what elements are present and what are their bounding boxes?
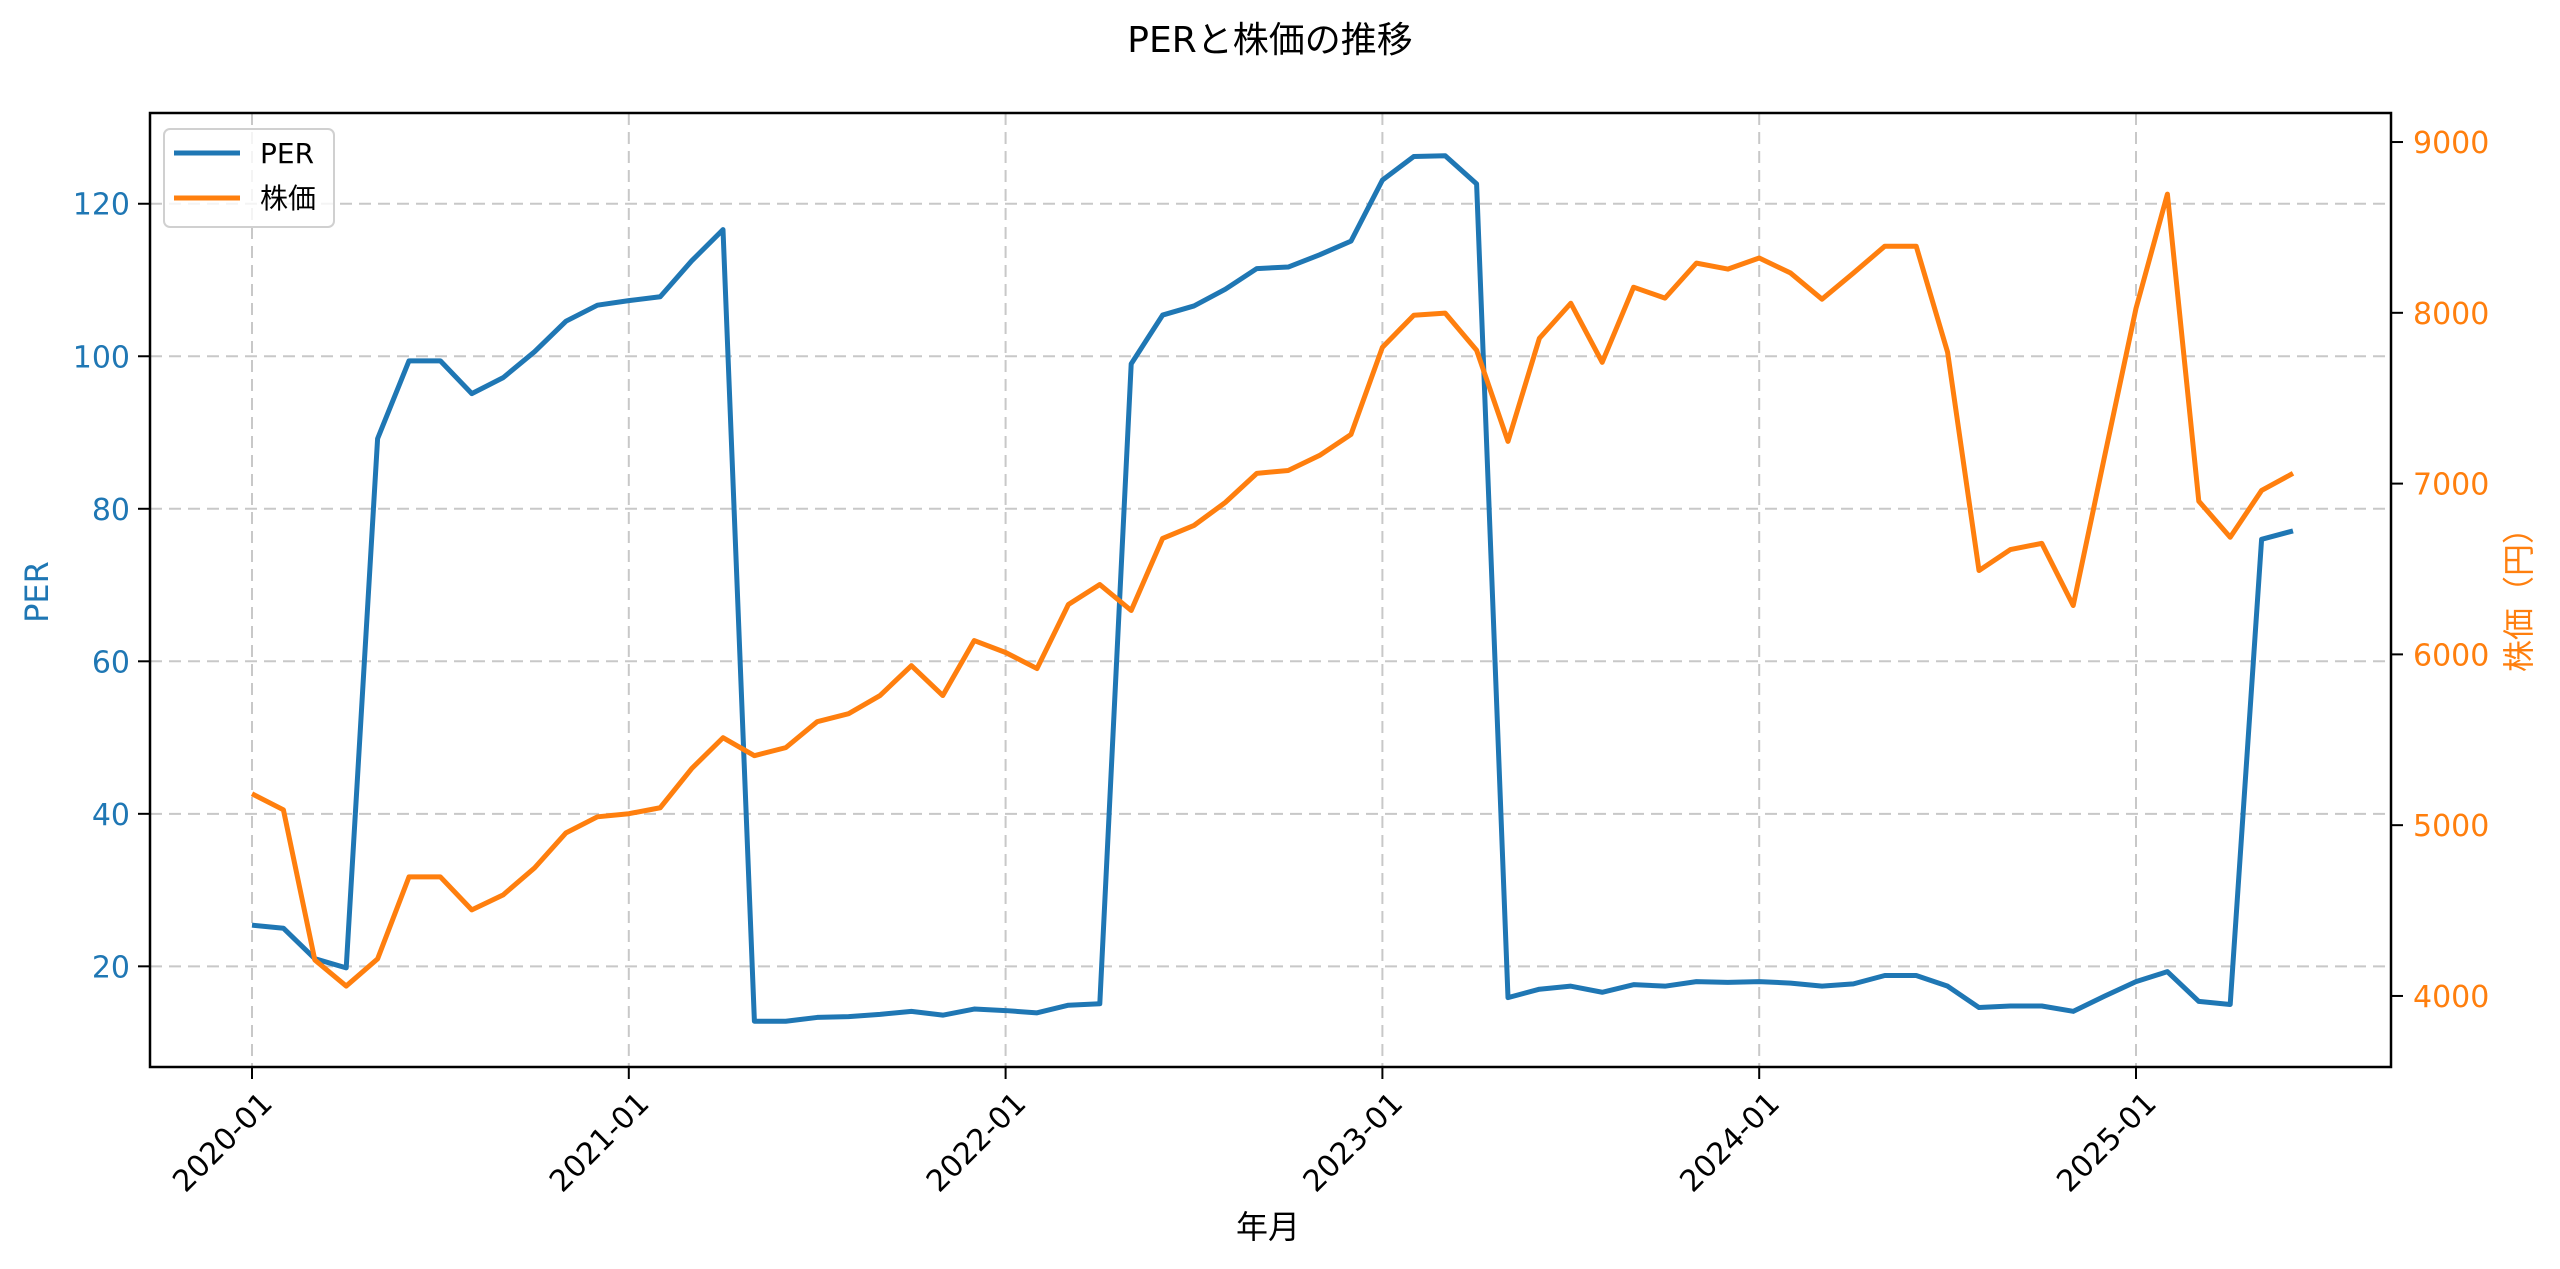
left-tick-label: 100 — [73, 340, 130, 375]
x-tick-label: 2024-01 — [1673, 1086, 1786, 1199]
legend: PER 株価 — [163, 128, 335, 228]
left-axis-ticks: 20 40 60 80 100 120 — [73, 188, 150, 985]
left-tick-label: 40 — [92, 798, 130, 833]
x-tick-label: 2021-01 — [543, 1086, 656, 1199]
left-tick-label: 80 — [92, 493, 130, 528]
per-series-line — [251, 153, 2294, 1024]
left-tick-label: 20 — [92, 950, 130, 985]
legend-per-label: PER — [260, 137, 314, 170]
chart-title: PERと株価の推移 — [1127, 20, 1412, 61]
left-tick-label: 60 — [92, 645, 130, 680]
x-axis-label: 年月 — [1236, 1208, 1300, 1246]
left-y-axis-label: PER — [18, 561, 56, 623]
plot-frame — [148, 111, 2393, 1069]
right-tick-label: 4000 — [2413, 980, 2489, 1015]
x-axis-ticks: 2020-01 2021-01 2022-01 2023-01 2024-01 2025-… — [166, 1067, 2164, 1199]
right-tick-label: 7000 — [2413, 468, 2489, 503]
legend-price-label: 株価 — [260, 182, 316, 215]
price-series-line — [250, 191, 2295, 989]
x-tick-label: 2022-01 — [920, 1086, 1033, 1199]
right-tick-label: 8000 — [2413, 297, 2489, 332]
right-tick-label: 9000 — [2413, 126, 2489, 161]
right-tick-label: 6000 — [2413, 638, 2489, 673]
x-tick-label: 2023-01 — [1297, 1086, 1410, 1199]
x-tick-label: 2025-01 — [2050, 1086, 2163, 1199]
gridlines — [150, 113, 2391, 1067]
left-tick-label: 120 — [73, 188, 130, 223]
right-y-axis-label: 株価（円） — [2500, 512, 2538, 672]
right-axis-ticks: 4000 5000 6000 7000 8000 9000 — [2391, 126, 2489, 1015]
right-tick-label: 5000 — [2413, 809, 2489, 844]
x-tick-label: 2020-01 — [166, 1086, 279, 1199]
